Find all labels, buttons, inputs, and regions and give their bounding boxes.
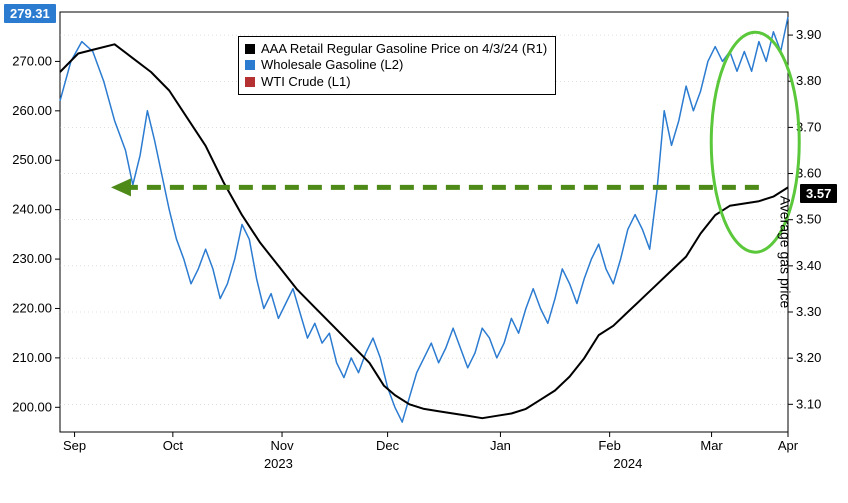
svg-text:Nov: Nov [270,438,294,453]
svg-text:Feb: Feb [598,438,620,453]
legend-label: Wholesale Gasoline (L2) [261,57,403,73]
svg-text:3.40: 3.40 [796,258,821,273]
svg-text:3.20: 3.20 [796,350,821,365]
right-axis-title: Average gas price [778,195,794,308]
svg-text:3.60: 3.60 [796,166,821,181]
svg-text:3.10: 3.10 [796,396,821,411]
legend-swatch [245,77,255,87]
legend-swatch [245,60,255,70]
svg-text:2024: 2024 [613,456,642,471]
svg-text:250.00: 250.00 [12,152,52,167]
svg-text:3.30: 3.30 [796,304,821,319]
svg-text:Jan: Jan [490,438,511,453]
svg-text:240.00: 240.00 [12,202,52,217]
svg-text:200.00: 200.00 [12,399,52,414]
svg-text:270.00: 270.00 [12,53,52,68]
svg-text:2023: 2023 [264,456,293,471]
svg-text:230.00: 230.00 [12,251,52,266]
legend-label: AAA Retail Regular Gasoline Price on 4/3… [261,41,547,57]
svg-text:Sep: Sep [63,438,86,453]
svg-text:Apr: Apr [778,438,799,453]
svg-text:Mar: Mar [700,438,723,453]
svg-text:Dec: Dec [376,438,400,453]
legend-row: Wholesale Gasoline (L2) [245,57,547,73]
legend: AAA Retail Regular Gasoline Price on 4/3… [238,36,556,95]
legend-row: AAA Retail Regular Gasoline Price on 4/3… [245,41,547,57]
legend-swatch [245,44,255,54]
value-tag: 279.31 [4,4,56,23]
legend-label: WTI Crude (L1) [261,74,351,90]
value-tag: 3.57 [800,184,837,203]
gas-price-chart: 200.00 210.00 220.00 230.00 240.00 250.00 260.… [0,0,848,503]
svg-text:3.50: 3.50 [796,212,821,227]
svg-text:220.00: 220.00 [12,300,52,315]
svg-text:260.00: 260.00 [12,103,52,118]
svg-text:3.80: 3.80 [796,73,821,88]
legend-row: WTI Crude (L1) [245,74,547,90]
svg-text:210.00: 210.00 [12,350,52,365]
svg-text:3.90: 3.90 [796,27,821,42]
svg-text:Oct: Oct [163,438,184,453]
